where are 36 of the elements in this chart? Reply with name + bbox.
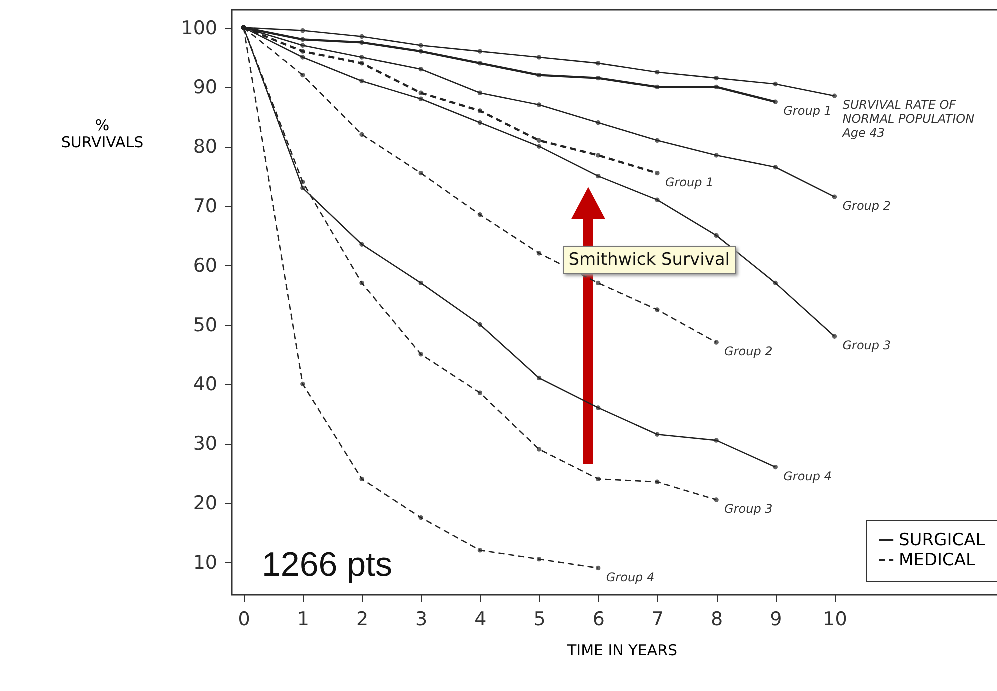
legend-label: SURGICAL bbox=[899, 530, 986, 550]
x-tick-label: 9 bbox=[770, 608, 782, 630]
y-tick-label: 30 bbox=[193, 433, 218, 456]
y-tick-label: 60 bbox=[193, 254, 218, 277]
y-tick-label: 40 bbox=[193, 374, 218, 396]
x-tick-label: 1 bbox=[297, 608, 310, 630]
x-tick-label: 10 bbox=[823, 608, 848, 630]
y-axis-title: % SURVIVALS bbox=[61, 116, 144, 152]
x-axis-title: TIME IN YEARS bbox=[566, 642, 678, 660]
annotation: Group 4 bbox=[606, 570, 655, 584]
y-tick-label: 90 bbox=[193, 76, 218, 99]
annotation: Group 2 bbox=[724, 344, 773, 359]
annotation: Group 1 bbox=[784, 104, 832, 118]
annotation: Smithwick Survival bbox=[562, 246, 736, 274]
x-tick-label: 4 bbox=[474, 608, 487, 630]
annotation: Group 3 bbox=[842, 338, 891, 353]
y-tick-label: 80 bbox=[193, 136, 218, 158]
annotation: Group 2 bbox=[842, 199, 891, 214]
x-tick-label: 3 bbox=[416, 608, 428, 630]
annotation: Group 4 bbox=[784, 469, 832, 484]
annotation: SURVIVAL RATE OF NORMAL POPULATION Age 43 bbox=[842, 98, 975, 140]
annotation: Group 3 bbox=[724, 502, 773, 516]
annotation: 1266 pts bbox=[262, 546, 392, 584]
legend-label: MEDICAL bbox=[899, 550, 976, 570]
x-tick-label: 8 bbox=[711, 608, 724, 630]
y-tick-label: 100 bbox=[181, 17, 218, 40]
x-tick-label: 0 bbox=[238, 608, 250, 630]
y-tick-label: 50 bbox=[193, 314, 218, 336]
y-tick-label: 70 bbox=[193, 195, 218, 218]
x-tick-label: 5 bbox=[534, 608, 546, 630]
annotation: Group 1 bbox=[665, 175, 714, 190]
x-tick-label: 6 bbox=[592, 608, 605, 630]
y-tick-label: 10 bbox=[193, 552, 218, 574]
x-tick-label: 2 bbox=[356, 608, 369, 630]
y-tick-label: 20 bbox=[193, 492, 218, 514]
x-tick-label: 7 bbox=[652, 608, 664, 630]
